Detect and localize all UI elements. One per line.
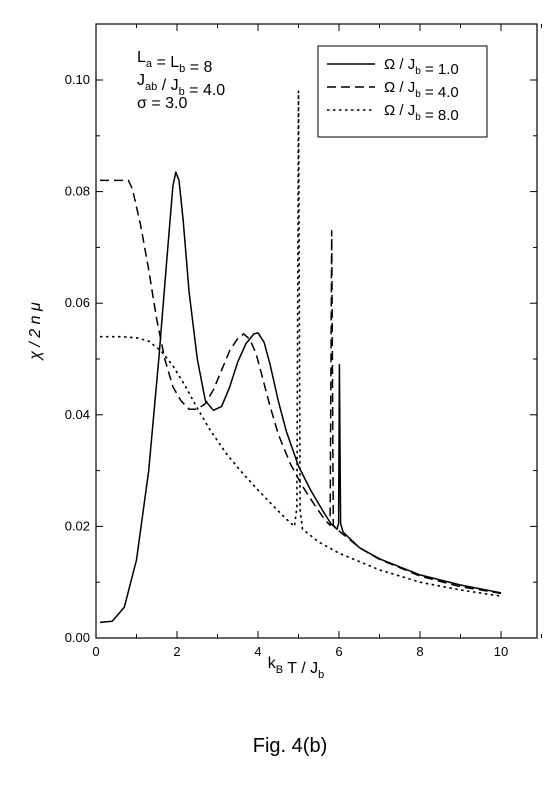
series-line-1	[99, 171, 502, 624]
legend: Ω / Jb = 1.0Ω / Jb = 4.0Ω / Jb = 8.0	[317, 45, 488, 138]
text-subscript: a	[146, 58, 153, 70]
annotation-line-1: La = Lb = 8	[137, 49, 213, 76]
axis-ticks	[95, 24, 542, 639]
text-run: T / J	[283, 660, 318, 677]
legend-box	[317, 45, 488, 138]
text-run: Ω / J	[384, 79, 415, 96]
text-subscript: B	[276, 664, 283, 676]
text-subscript: b	[415, 112, 421, 123]
text-run: J	[137, 72, 145, 89]
x-axis-label: kB T / Jb	[268, 655, 324, 681]
y-tick-label: 0.00	[65, 630, 90, 645]
x-tick-label: 4	[254, 644, 261, 659]
series-line-2	[100, 179, 502, 595]
text-run: = L	[152, 54, 179, 71]
series-line-3	[100, 90, 502, 597]
text-run: = 8.0	[421, 107, 459, 124]
legend-label-2: Ω / Jb = 4.0	[384, 79, 459, 101]
text-run: σ = 3.0	[137, 95, 187, 112]
x-tick-label: 6	[335, 644, 342, 659]
y-tick-label: 0.10	[65, 72, 90, 87]
text-run: Ω / J	[384, 56, 415, 73]
y-tick-label: 0.06	[65, 295, 90, 310]
x-tick-label: 8	[416, 644, 423, 659]
y-tick-label: 0.08	[65, 184, 90, 199]
figure-caption: Fig. 4(b)	[253, 735, 327, 757]
annotation-line-3: σ = 3.0	[137, 95, 187, 112]
text-subscript: ab	[145, 81, 157, 93]
text-run: / J	[157, 77, 178, 94]
text-run: k	[268, 655, 277, 672]
text-subscript: b	[415, 66, 421, 77]
text-subscript: b	[179, 63, 185, 75]
plot-frame	[95, 23, 538, 639]
text-run: L	[137, 49, 146, 66]
series-layer	[99, 90, 502, 624]
y-axis-label: χ / 2 n μ	[27, 302, 44, 362]
text-run: Ω / J	[384, 102, 415, 119]
text-run: = 1.0	[421, 61, 459, 78]
text-run: = 4.0	[421, 84, 459, 101]
x-tick-label: 0	[92, 644, 99, 659]
text-run: = 4.0	[185, 82, 226, 99]
x-tick-label: 2	[173, 644, 180, 659]
annotation-line-2: Jab / Jb = 4.0	[137, 72, 225, 99]
axis-tick-labels: 0 2 4 6 8 10 0.00 0.02 0.04 0.06 0.08 0.10	[65, 72, 509, 659]
y-tick-label: 0.02	[65, 518, 90, 533]
legend-label-3: Ω / Jb = 8.0	[384, 102, 459, 124]
text-subscript: b	[415, 89, 421, 100]
y-tick-label: 0.04	[65, 407, 90, 422]
text-subscript: b	[318, 669, 324, 681]
text-run: = 8	[185, 59, 212, 76]
text-subscript: b	[179, 86, 185, 98]
x-tick-label: 10	[494, 644, 508, 659]
legend-label-1: Ω / Jb = 1.0	[384, 56, 459, 78]
